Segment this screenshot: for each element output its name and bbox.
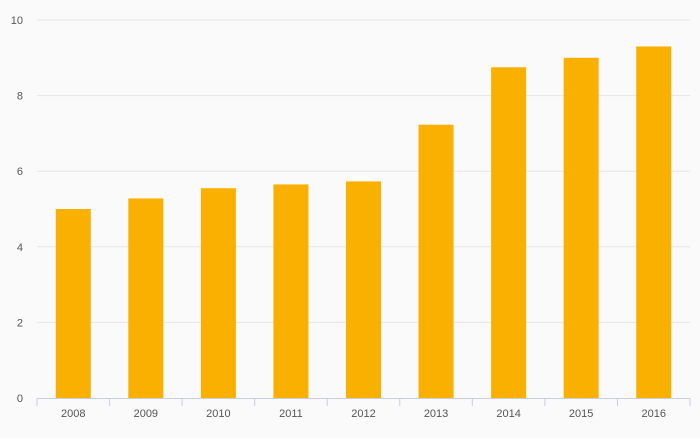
- bar-2010[interactable]: [200, 188, 236, 398]
- x-axis-ticks: 2008 2009 2010 2011 2012 2013 2014 2015 2016: [61, 408, 666, 420]
- x-tick-label: 2008: [61, 408, 85, 420]
- bar-2009[interactable]: [128, 198, 164, 398]
- x-tick-label: 2010: [206, 408, 230, 420]
- bar-2011[interactable]: [273, 184, 309, 398]
- y-tick-label: 2: [17, 317, 23, 329]
- bar-2013[interactable]: [418, 124, 454, 399]
- x-axis: [36, 398, 691, 406]
- y-tick-label: 0: [17, 393, 23, 405]
- y-axis-ticks: 0 2 4 6 8 10: [11, 15, 23, 405]
- y-tick-label: 8: [17, 91, 23, 103]
- bars: [55, 46, 672, 399]
- x-tick-label: 2009: [134, 408, 158, 420]
- bar-2008[interactable]: [55, 209, 91, 398]
- bar-2015[interactable]: [563, 57, 599, 399]
- x-tick-label: 2013: [424, 408, 448, 420]
- x-tick-label: 2012: [351, 408, 375, 420]
- y-tick-label: 4: [17, 242, 23, 254]
- y-tick-label: 10: [11, 15, 23, 27]
- x-tick-label: 2014: [496, 408, 520, 420]
- bar-2014[interactable]: [491, 67, 527, 398]
- x-tick-label: 2011: [279, 408, 303, 420]
- bar-2012[interactable]: [346, 181, 381, 398]
- x-tick-label: 2016: [641, 408, 665, 420]
- bar-2016[interactable]: [636, 46, 672, 399]
- x-tick-label: 2015: [569, 408, 593, 420]
- y-tick-label: 6: [17, 166, 23, 178]
